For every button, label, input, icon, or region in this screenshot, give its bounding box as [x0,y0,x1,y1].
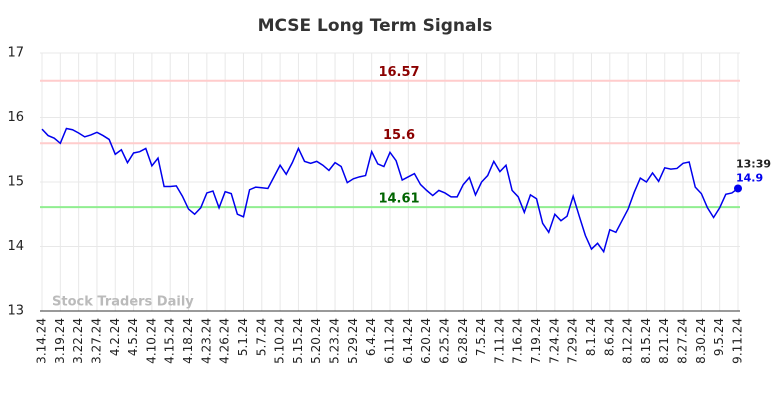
x-tick-label: 3.14.24 [35,318,49,364]
x-tick-label: 5.20.24 [309,318,323,364]
x-tick-label: 8.15.24 [639,318,653,364]
last-point [734,184,742,193]
last-time: 13:39 [736,157,771,170]
x-tick-label: 5.1.24 [236,318,250,356]
x-tick-label: 8.27.24 [676,318,690,364]
chart-title: MCSE Long Term Signals [258,16,493,36]
x-tick-label: 6.14.24 [401,318,415,364]
signal-label: 14.61 [378,192,419,207]
x-tick-label: 8.1.24 [584,318,598,356]
x-tick-label: 4.23.24 [199,318,213,364]
x-tick-label: 4.10.24 [144,318,158,364]
y-tick-label: 15 [7,175,24,190]
x-tick-label: 8.12.24 [621,318,635,364]
last-value: 14.9 [736,171,763,184]
x-tick-label: 6.28.24 [456,318,470,364]
x-tick-label: 6.4.24 [364,318,378,356]
x-tick-label: 7.29.24 [566,318,580,364]
x-tick-label: 4.18.24 [181,318,195,364]
x-tick-label: 8.30.24 [694,318,708,364]
x-tick-label: 3.22.24 [71,318,85,364]
y-tick-label: 16 [7,110,24,125]
x-tick-label: 5.7.24 [254,318,268,356]
x-tick-label: 7.19.24 [529,318,543,364]
x-tick-label: 8.21.24 [657,318,671,364]
y-tick-label: 17 [7,46,24,61]
x-tick-label: 5.23.24 [328,318,342,364]
x-tick-label: 8.6.24 [602,318,616,356]
x-tick-label: 3.19.24 [53,318,67,364]
y-tick-label: 13 [7,304,24,319]
x-tick-label: 6.20.24 [419,318,433,364]
x-tick-label: 7.5.24 [474,318,488,356]
x-tick-label: 4.5.24 [126,318,140,356]
x-tick-label: 6.25.24 [437,318,451,364]
x-tick-label: 7.24.24 [547,318,561,364]
x-tick-label: 4.15.24 [163,318,177,364]
signal-label: 15.6 [383,128,415,143]
x-tick-label: 4.2.24 [108,318,122,356]
watermark: Stock Traders Daily [52,295,194,310]
signal-label: 16.57 [378,65,419,80]
x-tick-label: 7.16.24 [511,318,525,364]
x-tick-label: 5.29.24 [346,318,360,364]
x-tick-label: 5.10.24 [273,318,287,364]
x-tick-label: 7.11.24 [492,318,506,364]
price-line [41,127,739,254]
x-tick-label: 9.5.24 [712,318,726,356]
x-tick-label: 5.15.24 [291,318,305,364]
y-tick-label: 14 [7,239,24,254]
x-tick-label: 3.27.24 [89,318,103,364]
x-tick-label: 9.11.24 [731,318,745,364]
x-tick-label: 4.26.24 [218,318,232,364]
x-tick-label: 6.11.24 [383,318,397,364]
